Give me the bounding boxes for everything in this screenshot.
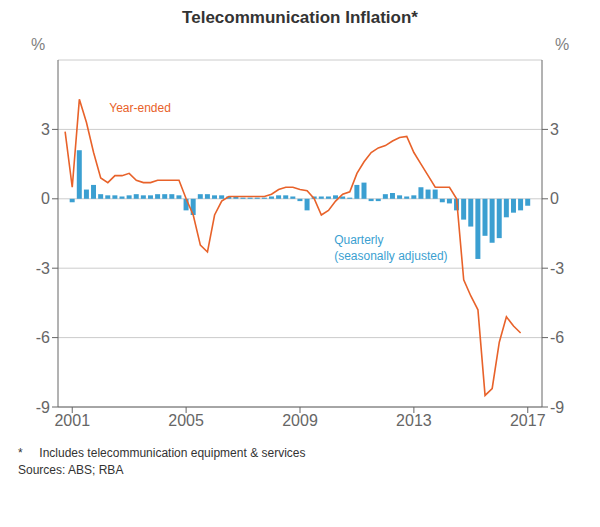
svg-text:-3: -3 — [36, 260, 50, 277]
html-text:* Includes telecommunication e: * Includes telecommunication equipment &… — [18, 446, 306, 460]
svg-text:-6: -6 — [550, 329, 564, 346]
html-text:Telecommunication Inflation*: Telecommunication Inflation* — [182, 8, 418, 27]
svg-text:2017: 2017 — [510, 412, 546, 429]
svg-text:-9: -9 — [36, 399, 50, 416]
svg-text:2001: 2001 — [54, 412, 90, 429]
svg-text:2013: 2013 — [396, 412, 432, 429]
svg-text:3: 3 — [550, 121, 559, 138]
svg-text:Quarterly: Quarterly — [334, 233, 383, 247]
svg-text:%: % — [31, 36, 45, 53]
svg-text:%: % — [555, 36, 569, 53]
svg-text:2009: 2009 — [282, 412, 318, 429]
svg-text:0: 0 — [41, 190, 50, 207]
svg-text:-6: -6 — [36, 329, 50, 346]
svg-text:-3: -3 — [550, 260, 564, 277]
svg-text:Year-ended: Year-ended — [109, 101, 171, 115]
svg-text:(seasonally adjusted): (seasonally adjusted) — [334, 249, 447, 263]
html-text:Sources: ABS; RBA: Sources: ABS; RBA — [18, 463, 124, 477]
svg-text:-9: -9 — [550, 399, 564, 416]
svg-text:0: 0 — [550, 190, 559, 207]
svg-text:2005: 2005 — [168, 412, 204, 429]
svg-text:3: 3 — [41, 121, 50, 138]
